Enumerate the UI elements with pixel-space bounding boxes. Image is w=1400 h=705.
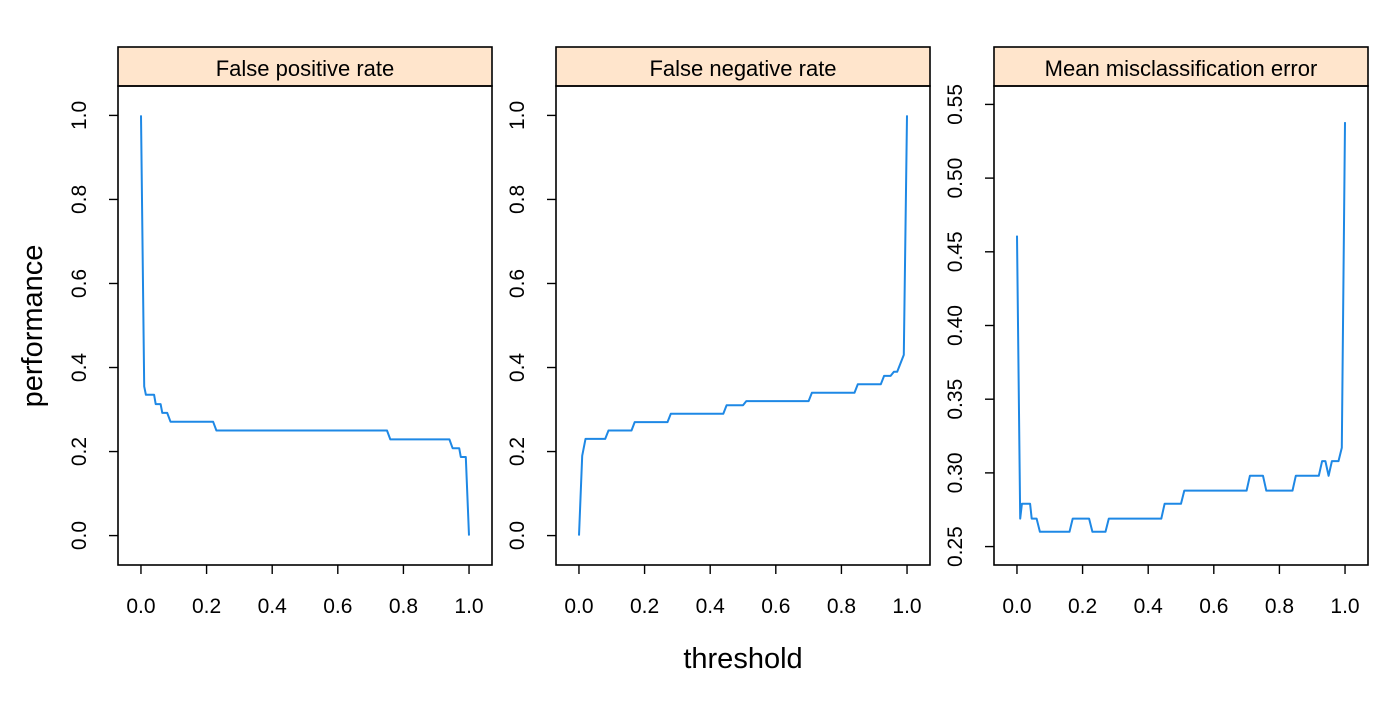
y-tick-label: 0.4 (68, 353, 91, 383)
series-line (1016, 122, 1346, 533)
x-tick-label: 0.8 (1265, 595, 1294, 618)
y-tick-label: 0.50 (944, 158, 967, 199)
y-tick-label: 0.2 (506, 437, 529, 466)
y-tick-label: 0.25 (944, 526, 967, 567)
x-tick-label: 1.0 (1330, 595, 1359, 618)
x-tick-label: 0.6 (1199, 595, 1228, 618)
y-tick-label: 0.55 (944, 84, 967, 125)
panel-2: False negative rate 0.0 0.2 0.4 0.6 0.8 1.0 0.0… (506, 46, 931, 618)
panel-strip (117, 46, 493, 87)
x-tick-label: 0.8 (827, 595, 856, 618)
y-tick-label: 0.6 (506, 269, 529, 298)
panel-frame (555, 85, 931, 566)
x-tick-label: 0.8 (389, 595, 418, 618)
x-tick-label: 0.0 (1002, 595, 1031, 618)
y-tick-label: 1.0 (506, 101, 529, 130)
series-line (578, 115, 908, 536)
x-tick-label: 0.4 (258, 595, 288, 618)
panel-title: Mean misclassification error (1045, 56, 1318, 81)
y-tick-label: 0.0 (68, 521, 91, 550)
series-line (140, 115, 470, 536)
panel-frame (117, 85, 493, 566)
x-tick-label: 0.6 (761, 595, 790, 618)
x-tick-label: 0.2 (192, 595, 221, 618)
x-tick-label: 0.0 (564, 595, 593, 618)
x-tick-label: 0.0 (126, 595, 155, 618)
y-axis-title: performance (17, 245, 49, 408)
x-axis-title: threshold (683, 643, 802, 675)
y-tick-label: 0.8 (506, 185, 529, 214)
panel-frame (993, 85, 1369, 566)
y-tick-label: 0.40 (944, 305, 967, 346)
y-tick-label: 0.0 (506, 521, 529, 550)
panel-title: False negative rate (649, 56, 836, 81)
x-tick-label: 0.4 (1134, 595, 1164, 618)
panel-strip (555, 46, 931, 87)
x-tick-label: 1.0 (892, 595, 921, 618)
panel-1: False positive rate 0.0 0.2 0.4 0.6 0.8 1.0 0.0… (68, 46, 493, 618)
panel-strip (993, 46, 1369, 87)
y-tick-label: 0.6 (68, 269, 91, 298)
panel-title: False positive rate (216, 56, 395, 81)
x-tick-label: 0.2 (630, 595, 659, 618)
x-tick-label: 1.0 (454, 595, 483, 618)
y-tick-label: 0.8 (68, 185, 91, 214)
panel-3: Mean misclassification error 0.0 0.2 0.4 0.6… (944, 46, 1369, 618)
y-tick-label: 0.2 (68, 437, 91, 466)
x-tick-label: 0.6 (323, 595, 352, 618)
y-tick-label: 0.4 (506, 353, 529, 383)
y-tick-label: 0.35 (944, 379, 967, 420)
y-tick-label: 0.30 (944, 452, 967, 493)
x-tick-label: 0.2 (1068, 595, 1097, 618)
y-tick-label: 0.45 (944, 231, 967, 272)
x-tick-label: 0.4 (696, 595, 726, 618)
y-tick-label: 1.0 (68, 101, 91, 130)
